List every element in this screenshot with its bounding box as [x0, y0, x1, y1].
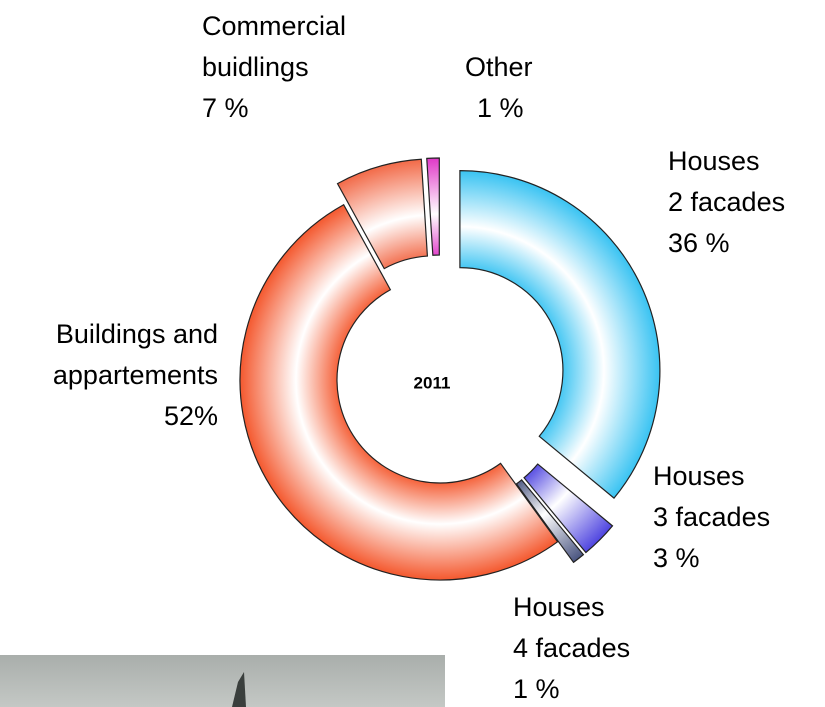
slice-label: 4 facades — [513, 633, 630, 663]
value-label: 36 % — [668, 228, 730, 258]
slice-label: 2 facades — [668, 187, 785, 217]
value-label: 1 % — [513, 674, 560, 704]
value-label: 7 % — [202, 93, 249, 123]
slice — [427, 158, 440, 255]
slice-label: Houses — [668, 146, 760, 176]
slice-label: Commercial — [202, 11, 346, 41]
value-label: 3 % — [653, 543, 700, 573]
value-label: 1 % — [477, 93, 524, 123]
slice-label: Other — [465, 52, 533, 82]
slice-label: appartements — [53, 360, 218, 390]
value-label: 52% — [164, 401, 218, 431]
slice-label: buidlings — [202, 52, 309, 82]
slice-label: Buildings and — [56, 319, 218, 349]
slice-label: 3 facades — [653, 502, 770, 532]
center-label: 2011 — [414, 373, 451, 392]
slice-label: Houses — [513, 592, 605, 622]
photo — [0, 655, 445, 707]
slice — [460, 171, 660, 498]
slice-label: Houses — [653, 461, 745, 491]
chart: 2011 Houses 2 facades 36 % Houses 3 facades 3… — [0, 0, 825, 707]
